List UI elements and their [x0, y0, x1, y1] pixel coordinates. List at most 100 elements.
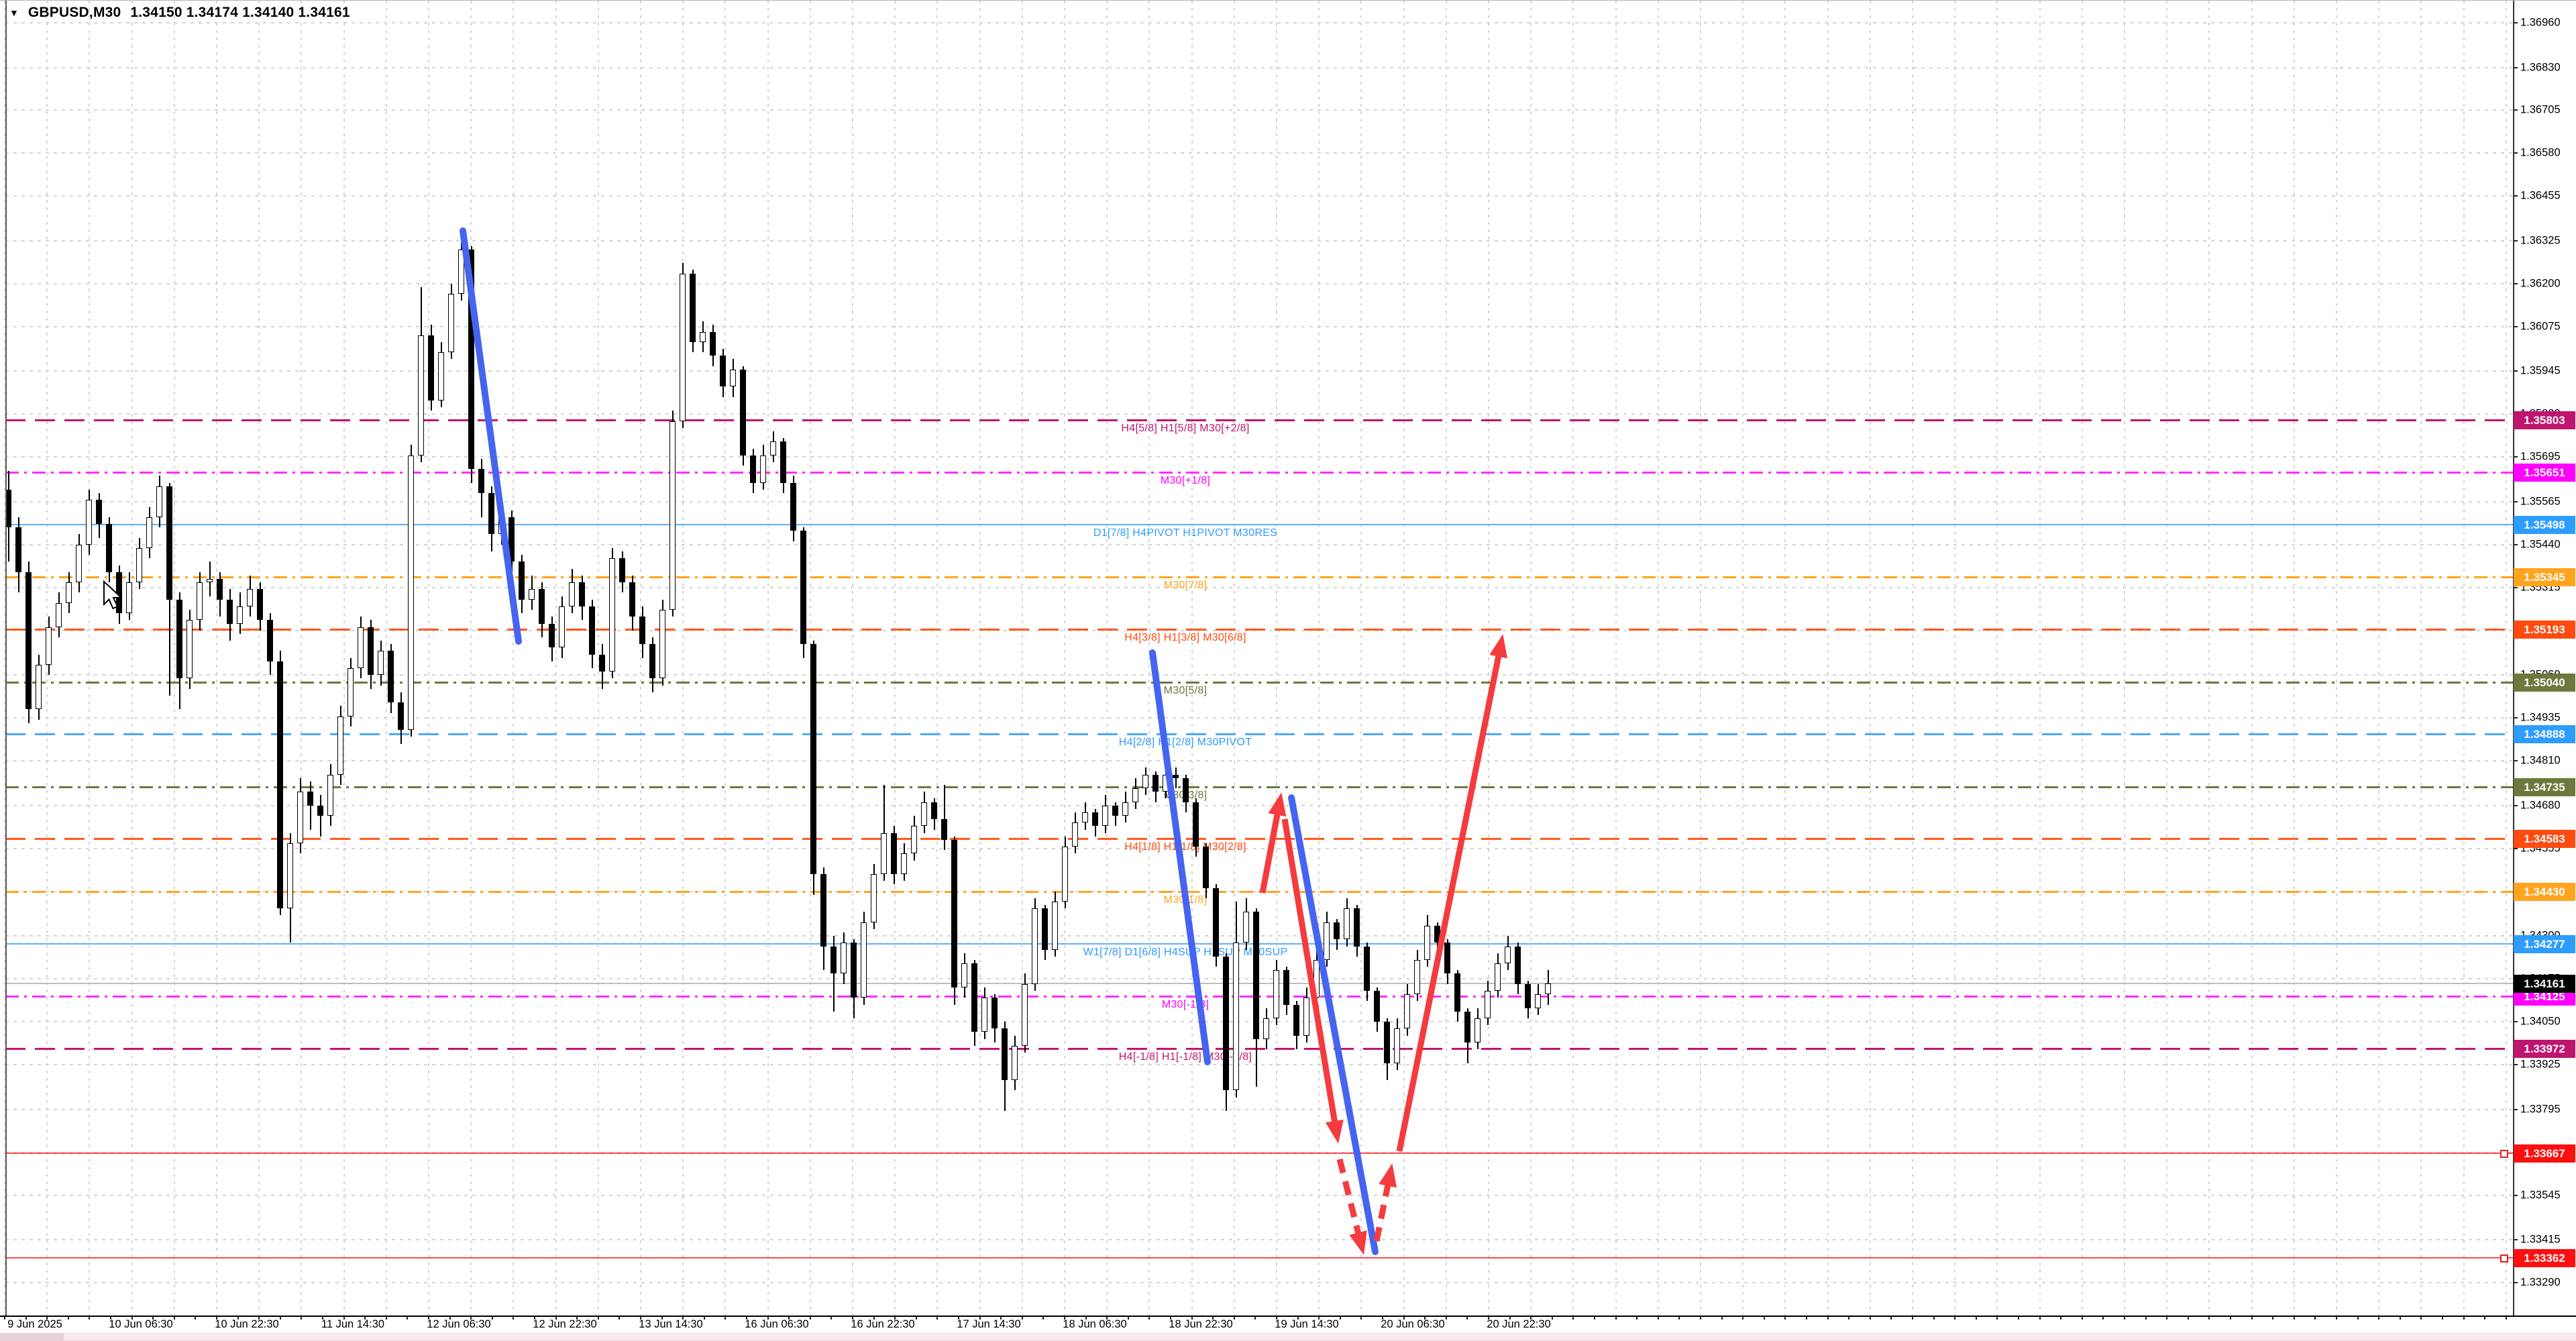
time-axis-tick [1869, 1316, 1871, 1320]
candle-body [1092, 812, 1098, 826]
time-axis-tick [2145, 1316, 2147, 1320]
candle-body [96, 500, 102, 525]
grid-vertical-line [131, 1, 133, 1316]
red-projection-arrow[interactable] [1281, 818, 1344, 1144]
level-line[interactable] [5, 524, 2513, 526]
time-axis-tick [1933, 1316, 1935, 1320]
level-line[interactable] [5, 681, 2513, 684]
time-axis-tick [173, 1316, 175, 1320]
red-projection-arrow[interactable] [1259, 792, 1287, 894]
candle-body [1263, 1018, 1269, 1039]
grid-vertical-line [597, 1, 599, 1316]
price-axis-label: 1.33545 [2520, 1189, 2561, 1201]
candle-body [1012, 1045, 1018, 1081]
candle-body [569, 582, 575, 606]
time-axis-tick [1466, 1316, 1468, 1320]
price-axis-tick [2513, 66, 2518, 68]
grid-vertical-line [1657, 1, 1659, 1316]
price-axis-label: 1.36580 [2520, 146, 2561, 159]
level-line[interactable] [5, 1257, 2513, 1259]
time-axis-tick [1742, 1316, 1744, 1320]
candle-body [1424, 925, 1430, 960]
blue-trendline[interactable] [1288, 794, 1379, 1255]
price-axis-tick [2513, 500, 2518, 502]
time-axis-line[interactable] [0, 1316, 2576, 1317]
price-axis-tick [2513, 195, 2518, 197]
blue-trendline[interactable] [460, 227, 522, 645]
price-level-badge: 1.35345 [2514, 568, 2575, 587]
grid-vertical-line [2420, 1, 2422, 1316]
time-axis-tick [830, 1316, 833, 1320]
grid-vertical-line [385, 1, 387, 1316]
time-axis-tick [428, 1316, 429, 1320]
blue-trendline[interactable] [1149, 649, 1211, 1065]
time-axis-tick [2208, 1316, 2210, 1320]
time-axis-tick [110, 1316, 111, 1320]
grid-vertical-line [1318, 1, 1320, 1316]
time-axis-tick [1657, 1316, 1659, 1320]
candle-body [669, 421, 676, 610]
time-axis-tick [1763, 1316, 1765, 1320]
level-line[interactable] [5, 629, 2513, 631]
candle-body [1454, 973, 1460, 1012]
level-line[interactable] [5, 1152, 2513, 1155]
line-selection-handle[interactable] [2500, 1150, 2508, 1159]
grid-vertical-line [2336, 1, 2337, 1316]
level-line[interactable] [5, 419, 2513, 422]
candle-body [1032, 908, 1038, 984]
grid-vertical-line [724, 1, 727, 1316]
chart-scrollbar-thumb[interactable] [64, 1334, 2576, 1340]
candle-body [106, 524, 112, 572]
grid-vertical-line [767, 1, 769, 1316]
grid-horizontal-line [5, 195, 2513, 197]
grid-horizontal-line [5, 543, 2513, 545]
time-axis-tick [788, 1316, 790, 1320]
candle-body [921, 802, 927, 826]
level-line[interactable] [5, 471, 2513, 474]
candle-body [1082, 812, 1088, 823]
time-axis-tick [1297, 1316, 1299, 1320]
candle-body [649, 644, 655, 679]
time-axis-tick [724, 1316, 727, 1320]
grid-vertical-line [1784, 1, 1786, 1316]
time-axis-tick [915, 1316, 917, 1320]
time-axis-tick [958, 1316, 959, 1320]
candle-body [1474, 1018, 1481, 1042]
level-line[interactable] [5, 995, 2513, 998]
price-axis-tick [2513, 1064, 2518, 1066]
candle-body [1102, 805, 1108, 826]
candle-body [720, 356, 726, 387]
price-axis-tick [2513, 1108, 2518, 1110]
grid-vertical-line [2378, 1, 2380, 1316]
candle-body [871, 874, 877, 922]
red-projection-arrow[interactable] [1396, 634, 1508, 1152]
candle-body [710, 331, 716, 356]
grid-vertical-line [1869, 1, 1871, 1316]
price-axis-tick [2513, 1239, 2518, 1241]
level-line[interactable] [5, 943, 2513, 945]
candle-body [841, 943, 847, 974]
level-line[interactable] [5, 890, 2513, 893]
candle-body [297, 792, 303, 843]
grid-vertical-line [1996, 1, 1998, 1316]
price-axis-tick [2513, 760, 2518, 762]
level-line[interactable] [5, 1048, 2513, 1051]
symbol-dropdown-icon[interactable]: ▼ [9, 7, 19, 18]
level-line[interactable] [5, 733, 2513, 736]
time-axis-tick [1276, 1316, 1277, 1320]
level-line[interactable] [5, 838, 2513, 841]
time-axis-tick [4, 1316, 5, 1320]
time-axis-tick [1975, 1316, 1977, 1320]
price-axis-line[interactable] [2513, 1, 2514, 1316]
level-label: H4[2/8] H1[2/8] M30PIVOT [1118, 737, 1252, 749]
candle-body [1334, 922, 1340, 940]
red-dashed-projection-arrow[interactable] [1373, 1163, 1397, 1242]
price-axis-label: 1.36455 [2520, 189, 2561, 202]
level-line[interactable] [5, 786, 2513, 788]
red-dashed-projection-arrow[interactable] [1336, 1158, 1367, 1255]
line-selection-handle[interactable] [2500, 1254, 2508, 1263]
candle-body [1364, 946, 1370, 991]
candle-body [991, 998, 998, 1029]
level-line[interactable] [5, 576, 2513, 579]
